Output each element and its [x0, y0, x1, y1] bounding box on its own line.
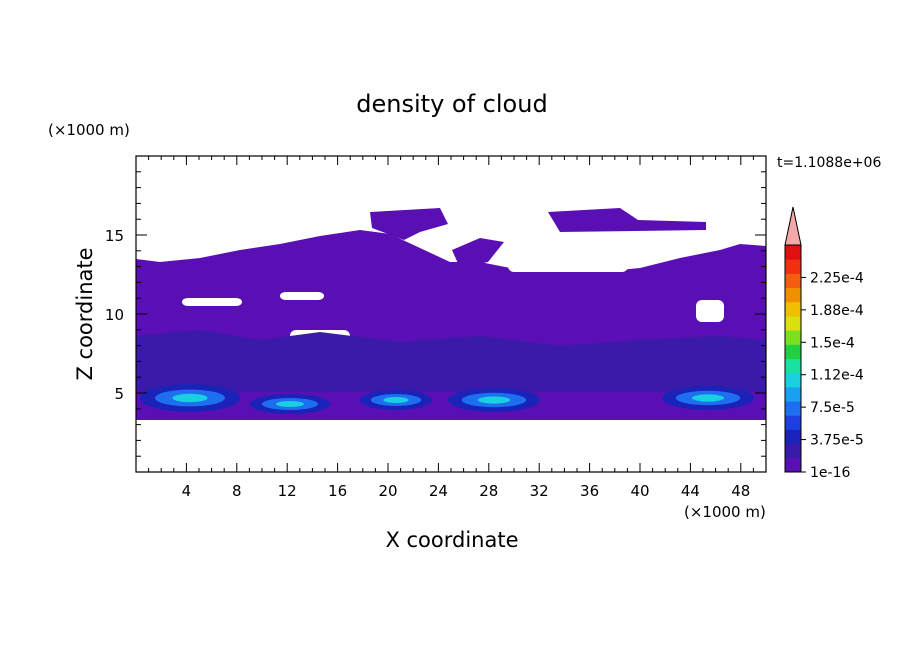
x-tick-label: 44 [681, 482, 700, 500]
y-axis-unit: (×1000 m) [48, 121, 130, 139]
cloud-core [276, 401, 304, 407]
x-tick-label: 4 [182, 482, 192, 500]
clear-gap [696, 300, 724, 322]
mid-band [136, 330, 766, 392]
colorbar-frame [784, 244, 802, 473]
colorbar-band [785, 415, 801, 430]
cloud-core [477, 396, 511, 404]
colorbar-label: 2.25e-4 [810, 270, 864, 286]
x-tick-label: 20 [378, 482, 397, 500]
x-tick-label: 40 [630, 482, 649, 500]
x-tick-label: 36 [580, 482, 599, 500]
x-tick-label: 8 [232, 482, 242, 500]
colorbar-label: 1.12e-4 [810, 368, 864, 384]
cloud-fragment [452, 238, 504, 268]
cloud-fragment [370, 208, 448, 240]
colorbar: 1e-16 3.75e-5 7.5e-5 1.12e-4 1.5e-4 1.88e-4 2.… [784, 206, 864, 481]
colorbar-band [785, 245, 801, 260]
x-tick-label: 48 [731, 482, 750, 500]
chart-title: density of cloud [356, 90, 547, 118]
colorbar-band [785, 386, 801, 402]
colorbar-band [785, 330, 801, 345]
colorbar-band [785, 315, 801, 331]
x-tick-label: 24 [429, 482, 448, 500]
x-axis-unit: (×1000 m) [684, 503, 766, 521]
colorbar-band [785, 344, 801, 359]
colorbar-band [785, 301, 801, 317]
y-tick-label: 15 [105, 227, 124, 245]
cloud-core [383, 397, 409, 403]
colorbar-label: 1e-16 [810, 465, 850, 481]
clear-gap [182, 298, 242, 306]
clear-gap [280, 292, 324, 300]
time-label: t=1.1088e+06 [777, 155, 881, 171]
colorbar-band [785, 259, 801, 274]
x-tick-label: 16 [328, 482, 347, 500]
x-axis-label: X coordinate [385, 528, 518, 552]
colorbar-band [785, 457, 801, 473]
colorbar-band [785, 287, 801, 303]
x-tick-label: 32 [530, 482, 549, 500]
colorbar-band [785, 372, 801, 388]
colorbar-extend-arrow [784, 206, 802, 246]
colorbar-band [785, 429, 801, 445]
colorbar-band [785, 273, 801, 289]
y-tick-label: 10 [105, 306, 124, 324]
colorbar-label: 3.75e-5 [810, 433, 864, 449]
x-tick-label: 12 [278, 482, 297, 500]
x-tick-label: 28 [479, 482, 498, 500]
colorbar-label: 7.5e-5 [810, 400, 855, 416]
colorbar-band [785, 443, 801, 459]
cloud-fragment [548, 208, 706, 232]
cloud-core [691, 394, 725, 402]
colorbar-label: 1.5e-4 [810, 335, 855, 351]
colorbar-band [785, 401, 801, 416]
colorbar-band [785, 358, 801, 374]
density-field [136, 208, 766, 420]
y-axis-label: Z coordinate [73, 247, 97, 380]
clear-gap [508, 244, 628, 272]
colorbar-label: 1.88e-4 [810, 303, 864, 319]
cloud-core [172, 393, 208, 403]
y-tick-label: 5 [114, 385, 124, 403]
